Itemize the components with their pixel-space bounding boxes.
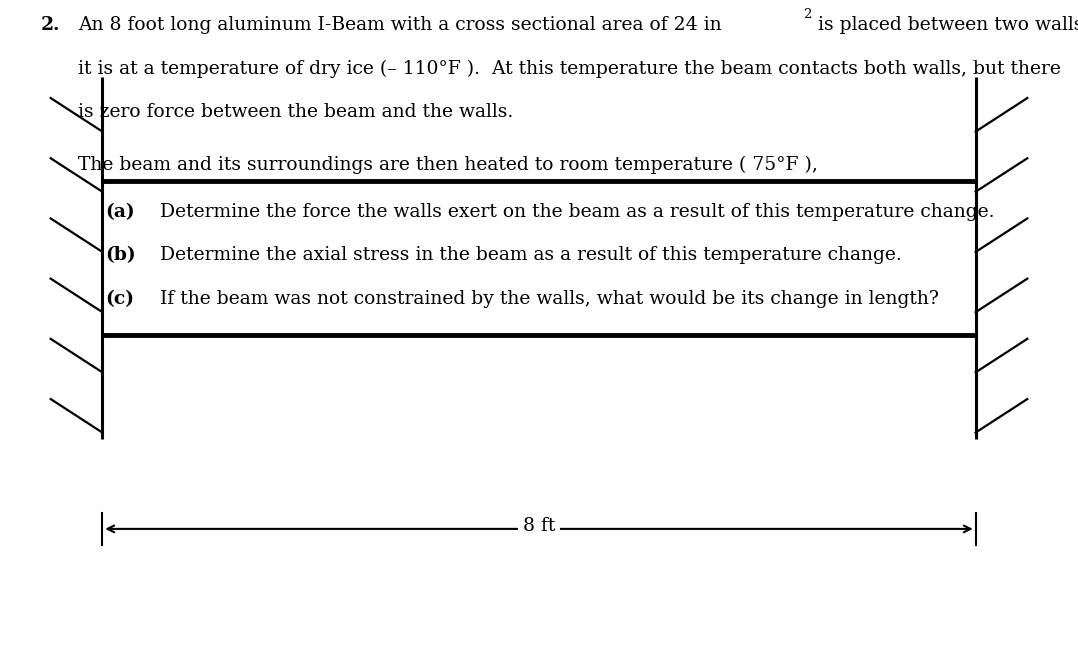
Text: (b): (b) xyxy=(106,246,136,264)
Text: 2.: 2. xyxy=(41,16,60,34)
Text: 2: 2 xyxy=(803,8,812,21)
Text: Determine the force the walls exert on the beam as a result of this temperature : Determine the force the walls exert on t… xyxy=(160,203,994,221)
Text: If the beam was not constrained by the walls, what would be its change in length: If the beam was not constrained by the w… xyxy=(160,290,939,308)
Text: is zero force between the beam and the walls.: is zero force between the beam and the w… xyxy=(78,103,513,121)
Text: (c): (c) xyxy=(106,290,135,308)
Text: An 8 foot long aluminum I-Beam with a cross sectional area of 24 in: An 8 foot long aluminum I-Beam with a cr… xyxy=(78,16,721,34)
Text: it is at a temperature of dry ice (– 110°F ).  At this temperature the beam cont: it is at a temperature of dry ice (– 110… xyxy=(78,59,1061,77)
Text: is placed between two walls when: is placed between two walls when xyxy=(812,16,1078,34)
Text: 8 ft: 8 ft xyxy=(523,517,555,535)
Text: The beam and its surroundings are then heated to room temperature ( 75°F ),: The beam and its surroundings are then h… xyxy=(78,156,817,174)
Text: (a): (a) xyxy=(106,203,135,221)
Text: Determine the axial stress in the beam as a result of this temperature change.: Determine the axial stress in the beam a… xyxy=(160,246,901,264)
